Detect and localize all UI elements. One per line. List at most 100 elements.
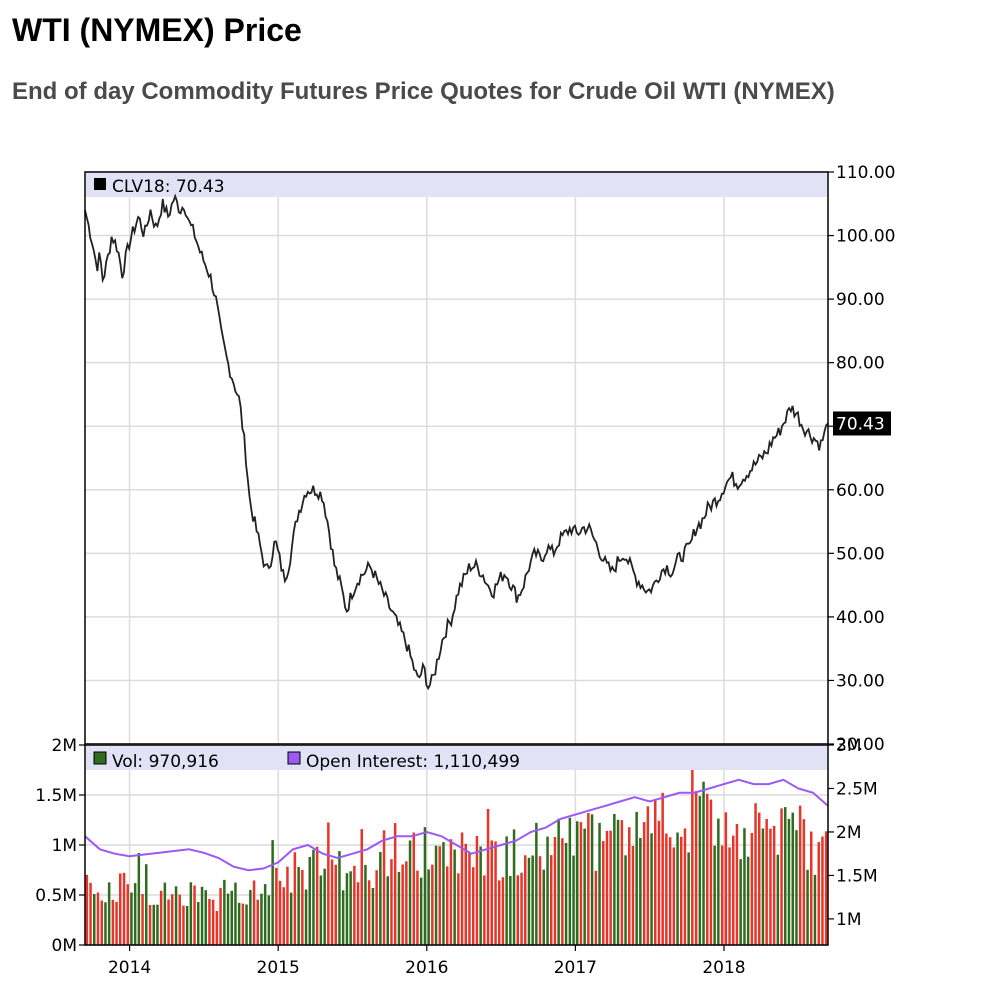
price-y-tick-label: 30.00 — [836, 671, 885, 691]
volume-left-tick-label: 2M — [52, 736, 77, 756]
volume-bar — [438, 846, 441, 945]
volume-bar — [709, 799, 713, 945]
volume-bar — [446, 866, 449, 945]
volume-bar — [460, 832, 464, 945]
volume-left-axis: 2M 1.5M 1M 0.5M 0M — [35, 736, 85, 956]
volume-bar — [706, 793, 709, 945]
volume-left-tick-label: 0.5M — [35, 886, 77, 906]
x-tick-label: 2016 — [405, 958, 448, 978]
volume-bar — [330, 859, 334, 945]
volume-bar — [200, 886, 204, 945]
volume-bar — [691, 750, 694, 945]
volume-bar — [542, 869, 545, 945]
volume-bar — [382, 830, 386, 945]
volume-bar — [286, 866, 289, 945]
volume-bar — [408, 840, 412, 945]
volume-bar — [293, 852, 297, 945]
volume-bar — [579, 822, 583, 945]
volume-bar — [613, 814, 616, 945]
volume-bar — [498, 880, 501, 945]
volume-bar — [193, 885, 196, 945]
volume-bar — [550, 855, 553, 945]
volume-bar — [122, 872, 126, 945]
price-legend-band — [86, 173, 827, 197]
volume-bar — [746, 856, 750, 945]
last-value-label: 70.43 — [836, 414, 885, 434]
volume-bar — [323, 868, 326, 945]
volume-bar — [163, 882, 167, 945]
volume-bar — [739, 859, 742, 945]
volume-bar — [130, 892, 133, 945]
volume-bar — [605, 830, 609, 945]
volume-bar — [661, 792, 664, 945]
volume-bar — [546, 836, 549, 945]
volume-right-tick-label: 2M — [836, 823, 861, 843]
volume-bar — [185, 906, 189, 945]
volume-bar — [223, 879, 226, 945]
volume-bar — [211, 899, 215, 945]
volume-bar — [449, 839, 453, 945]
volume-bar — [386, 876, 389, 945]
price-panel: CLV18: 70.43 110.00100.0090.0080.0070.00… — [84, 163, 895, 755]
volume-bar — [494, 841, 497, 945]
volume-bar — [631, 846, 635, 945]
volume-bar — [115, 901, 118, 945]
price-plot-area — [85, 172, 828, 744]
volume-right-tick-label: 1.5M — [836, 866, 878, 886]
volume-bar — [204, 890, 207, 945]
volume-bar — [735, 824, 739, 945]
volume-bar — [702, 781, 705, 945]
volume-bar — [787, 818, 791, 945]
volume-bar — [501, 877, 505, 945]
x-tick-label: 2015 — [257, 958, 300, 978]
volume-bar — [271, 840, 274, 945]
volume-bar — [267, 895, 271, 945]
volume-bar — [215, 911, 219, 945]
volume-bar — [486, 809, 490, 945]
volume-bar — [780, 808, 783, 945]
volume-bar — [367, 880, 371, 945]
volume-bar — [516, 875, 519, 945]
volume-bar — [654, 799, 657, 945]
price-y-tick-label: 60.00 — [836, 481, 885, 501]
price-legend-swatch — [94, 178, 106, 190]
volume-bar — [256, 899, 259, 945]
price-y-tick-label: 40.00 — [836, 608, 885, 628]
volume-bar — [720, 845, 724, 945]
volume-bar — [791, 812, 794, 945]
volume-bar — [646, 806, 650, 945]
volume-bar — [319, 875, 323, 945]
volume-bar — [141, 894, 144, 945]
volume-bar — [576, 821, 579, 945]
last-value-box — [833, 411, 891, 436]
volume-bar — [817, 842, 820, 945]
volume-bar — [639, 837, 642, 945]
volume-bar — [587, 813, 590, 945]
volume-bar — [405, 861, 408, 945]
volume-bar — [776, 854, 780, 945]
volume-bar — [538, 856, 542, 945]
volume-bar — [758, 812, 761, 945]
volume-bar — [111, 899, 115, 945]
volume-legend-label: Vol: 970,916 — [112, 752, 219, 772]
volume-bar — [680, 836, 683, 945]
volume-bar — [401, 864, 404, 945]
price-y-tick-label: 20.00 — [836, 735, 885, 755]
volume-bar — [635, 811, 638, 945]
volume-bar — [769, 828, 772, 945]
volume-bar — [594, 870, 598, 945]
volume-bar — [657, 820, 661, 945]
volume-bar — [564, 843, 568, 945]
volume-bar — [590, 814, 594, 945]
volume-bar — [535, 822, 538, 945]
volume-bar — [472, 867, 475, 945]
volume-bar — [226, 893, 230, 945]
volume-bar — [624, 855, 627, 945]
volume-bar — [252, 880, 256, 945]
volume-bar — [453, 849, 456, 945]
volume-bar — [568, 817, 572, 945]
volume-bar — [263, 884, 267, 945]
volume-bar — [609, 830, 612, 945]
volume-bar — [628, 827, 631, 945]
